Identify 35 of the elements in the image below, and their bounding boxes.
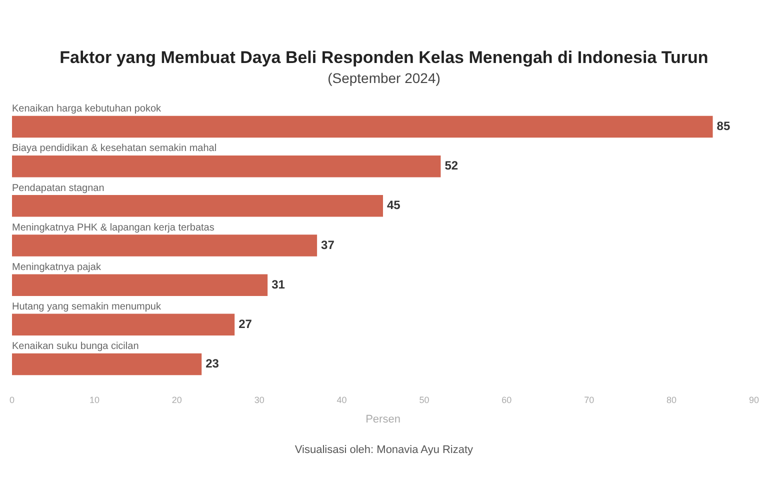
x-tick-label: 70 — [584, 394, 594, 405]
bar — [12, 353, 202, 376]
x-tick-label: 30 — [254, 394, 264, 405]
bar — [12, 195, 383, 217]
data-label: 45 — [387, 198, 401, 212]
y-tick-label: Hutang yang semakin menumpuk — [12, 302, 162, 313]
x-axis-title: Persen — [366, 413, 400, 426]
x-tick-label: 20 — [172, 394, 182, 405]
bar — [12, 234, 318, 256]
bar — [12, 274, 268, 296]
x-tick-label: 90 — [748, 394, 760, 405]
y-tick-label: Kenaikan harga kebutuhan pokok — [12, 104, 162, 115]
bar — [12, 116, 713, 138]
chart-title: Faktor yang Membuat Daya Beli Responden Kelas Menengah di Indonesia Turun — [58, 48, 710, 68]
y-tick-label: Meningkatnya PHK & lapangan kerja terbatas — [12, 222, 214, 234]
y-tick-label: Biaya pendidikan & kesehatan semakin mahal — [12, 143, 217, 154]
x-tick-label: 80 — [666, 394, 677, 405]
bar — [12, 314, 235, 336]
data-label: 23 — [206, 356, 220, 371]
bar — [12, 155, 441, 178]
x-tick-label: 40 — [336, 394, 347, 405]
x-tick-label: 50 — [419, 394, 430, 405]
chart-subtitle: (September 2024) — [326, 70, 442, 86]
x-tick-label: 10 — [89, 394, 100, 405]
x-tick-label: 0 — [9, 394, 15, 405]
data-label: 27 — [238, 316, 252, 331]
y-tick-label: Kenaikan suku bunga cicilan — [12, 341, 139, 352]
data-label: 52 — [444, 158, 458, 173]
y-tick-label: Pendapatan stagnan — [12, 182, 104, 194]
y-tick-label: Meningkatnya pajak — [12, 262, 102, 273]
data-label: 85 — [716, 119, 730, 134]
data-label: 37 — [321, 238, 335, 252]
x-tick-label: 60 — [502, 394, 512, 405]
text: Visualisasi oleh: Monavia Ayu Rizaty — [294, 443, 474, 457]
data-label: 31 — [272, 277, 286, 292]
